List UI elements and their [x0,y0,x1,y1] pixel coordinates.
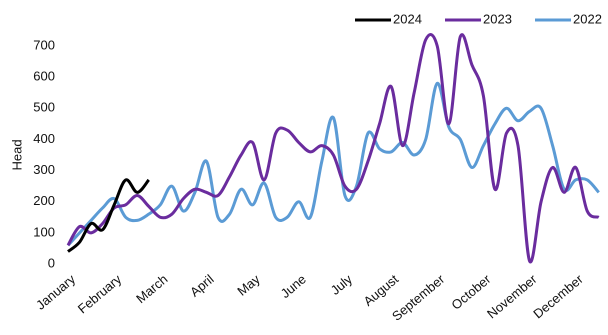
legend-label: 2022 [573,11,602,26]
line-series [67,178,150,253]
y-tick-label: 300 [33,162,55,177]
x-tick-label: March [133,271,170,306]
x-tick-label: January [33,271,78,313]
line-series [66,33,600,264]
line-series [66,81,600,247]
y-tick-label: 600 [33,69,55,84]
plot-area [66,33,600,264]
y-tick-label: 500 [33,100,55,115]
x-tick-label: November [484,271,540,321]
x-tick-label: June [278,271,309,301]
y-tick-label: 0 [48,255,55,270]
x-tick-label: July [328,271,356,298]
y-tick-label: 400 [33,131,55,146]
x-tick-label: May [234,271,263,299]
y-axis-label: Head [9,139,24,170]
y-tick-label: 100 [33,224,55,239]
y-tick-label: 700 [33,37,55,52]
x-tick-label: December [530,271,586,321]
x-tick-label: February [75,271,125,316]
x-tick-label: April [187,271,217,299]
legend-label: 2023 [483,11,512,26]
y-tick-label: 200 [33,193,55,208]
x-tick-label: August [361,271,402,309]
legend-label: 2024 [393,11,422,26]
